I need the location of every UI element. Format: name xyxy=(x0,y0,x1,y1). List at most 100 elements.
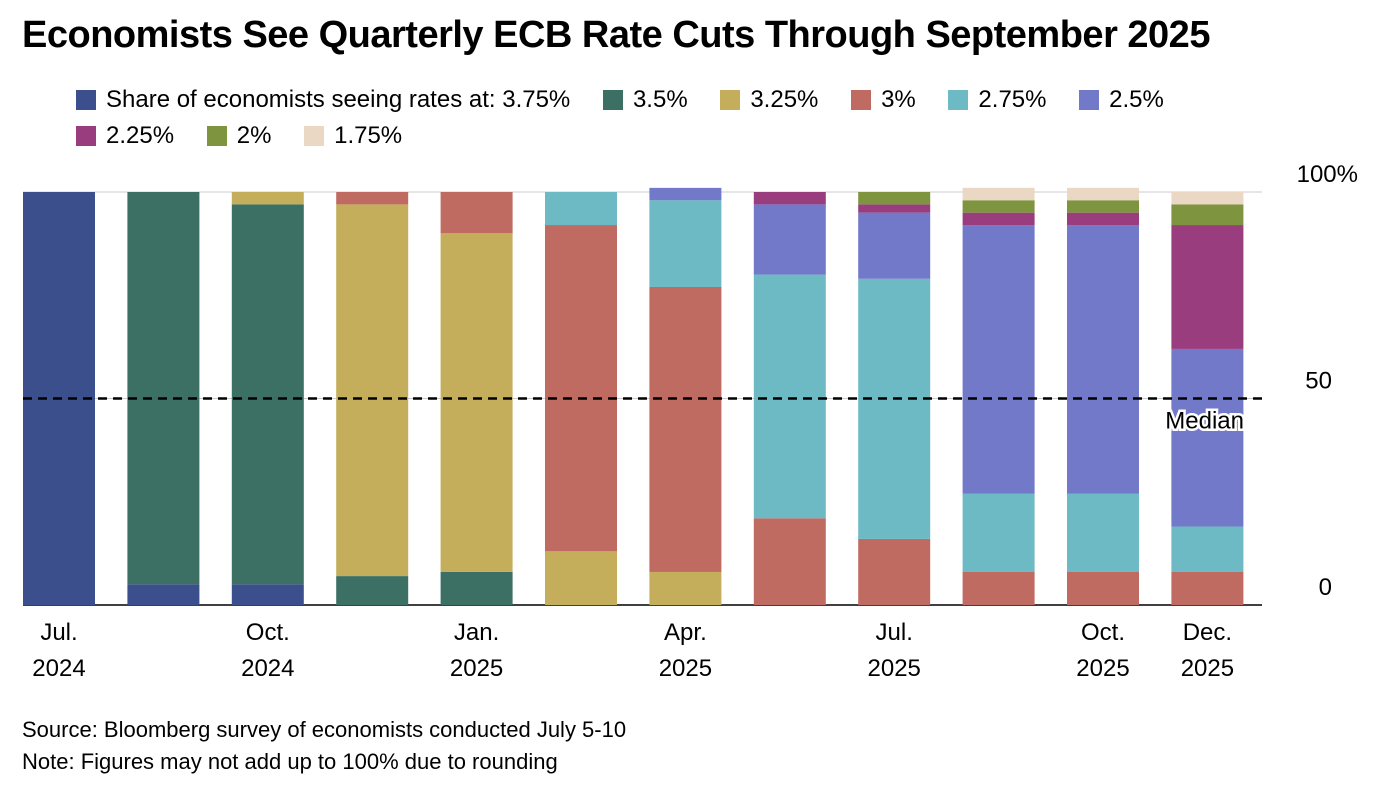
bar-segment xyxy=(1171,571,1244,605)
bar-stack xyxy=(1067,187,1139,605)
labels-layer: 0 50 100% Jul. 2024 Oct. 2024 Jan. 2025 Apr. 2025 J… xyxy=(32,161,1358,682)
x-tick-label: 2025 xyxy=(1076,655,1129,682)
legend-label: 2% xyxy=(236,122,272,149)
legend-swatch xyxy=(720,90,741,110)
bar-segment xyxy=(545,192,617,226)
x-tick-label: 2024 xyxy=(32,655,85,682)
legend-label: 3.25% xyxy=(750,86,819,113)
y-tick-label: 100% xyxy=(1297,161,1358,188)
x-tick-label: Jul. xyxy=(876,619,913,646)
legend-swatch xyxy=(948,90,969,110)
legend: Share of economists seeing rates at: 3.7… xyxy=(76,82,1336,154)
legend-row: 2.25% 2% 1.75% xyxy=(76,118,1336,154)
chart-title: Economists See Quarterly ECB Rate Cuts T… xyxy=(22,14,1210,56)
legend-swatch xyxy=(304,126,325,146)
bar-segment xyxy=(336,576,409,605)
x-tick-label: Apr. xyxy=(664,619,707,646)
bar-segment xyxy=(858,192,931,205)
bar-segment xyxy=(962,187,1035,201)
x-tick-label: Oct. xyxy=(1081,619,1125,646)
x-tick-label: 2024 xyxy=(241,655,294,682)
bar-segment xyxy=(545,551,617,605)
bar-segment xyxy=(649,187,722,201)
bar-segment xyxy=(231,204,304,585)
legend-item-3-25: 3.25% xyxy=(720,82,818,118)
legend-swatch xyxy=(851,90,872,110)
bar-segment xyxy=(1171,526,1244,572)
bar-stack xyxy=(858,192,931,605)
bar-segment xyxy=(440,192,513,234)
bar-segment xyxy=(1171,348,1244,527)
legend-item-2-75: 2.75% xyxy=(948,82,1046,118)
rounding-note: Note: Figures may not add up to 100% due… xyxy=(22,749,558,774)
bar-stack xyxy=(649,187,722,605)
legend-swatch xyxy=(602,90,623,110)
x-tick-label: 2025 xyxy=(868,655,921,682)
bar-segment xyxy=(1067,571,1139,605)
bar-segment xyxy=(1171,225,1244,349)
y-tick-label: 50 xyxy=(1305,368,1332,395)
bar-segment xyxy=(1067,200,1139,213)
bar-stack xyxy=(753,192,826,605)
legend-item-3: 3% xyxy=(851,82,916,118)
legend-label: 2.25% xyxy=(106,122,175,149)
bar-segment xyxy=(1067,212,1139,226)
legend-label: 2.75% xyxy=(978,86,1047,113)
legend-swatch xyxy=(206,126,227,146)
bar-segment xyxy=(336,192,409,205)
bar-segment xyxy=(858,204,931,213)
x-tick-label: 2025 xyxy=(659,655,712,682)
bar-segment xyxy=(962,571,1035,605)
legend-item-3-75: Share of economists seeing rates at: 3.7… xyxy=(76,82,570,118)
bar-stack xyxy=(231,192,304,605)
bar-segment xyxy=(127,584,200,605)
bar-segment xyxy=(231,584,304,605)
bar-segment xyxy=(962,493,1035,572)
legend-item-2: 2% xyxy=(206,118,272,154)
footer: Source: Bloomberg survey of economists c… xyxy=(22,714,626,778)
bar-segment xyxy=(649,286,722,572)
legend-prefix: Share of economists seeing rates at: xyxy=(106,86,496,113)
bar-segment xyxy=(1067,225,1139,494)
bar-stack xyxy=(336,192,409,605)
bar-segment xyxy=(753,192,826,205)
legend-label: 1.75% xyxy=(334,122,403,149)
bar-stack xyxy=(545,192,617,605)
bar-segment xyxy=(753,274,826,519)
legend-label: 2.5% xyxy=(1109,86,1164,113)
median-label: Median xyxy=(1165,408,1244,435)
stacked-bar-chart: Median 0 50 100% Jul. 2024 Oct. 2024 Jan. 2025 Ap… xyxy=(23,161,1358,682)
bar-segment xyxy=(440,233,513,572)
x-tick-label: 2025 xyxy=(450,655,503,682)
bar-stack xyxy=(440,192,513,605)
legend-item-2-5: 2.5% xyxy=(1079,82,1164,118)
bar-segment xyxy=(753,518,826,605)
bar-segment xyxy=(1067,493,1139,572)
bar-stack xyxy=(1171,192,1244,605)
bar-segment xyxy=(962,200,1035,213)
legend-label: 3.5% xyxy=(632,86,688,113)
bar-segment xyxy=(649,200,722,287)
bar-segment xyxy=(858,212,931,279)
bar-stack xyxy=(962,187,1035,605)
bar-stack xyxy=(127,192,200,605)
bar-segment xyxy=(127,192,200,585)
bars-layer xyxy=(23,187,1244,605)
x-tick-label: Jul. xyxy=(40,619,77,646)
bar-segment xyxy=(336,204,409,577)
bar-segment xyxy=(1067,187,1139,201)
bar-segment xyxy=(1171,204,1244,226)
bar-segment xyxy=(962,225,1035,494)
legend-item-2-25: 2.25% xyxy=(76,118,174,154)
bar-segment xyxy=(858,538,931,605)
legend-swatch xyxy=(76,90,96,110)
bar-segment xyxy=(545,225,617,552)
source-note: Source: Bloomberg survey of economists c… xyxy=(22,717,627,742)
x-tick-label: Jan. xyxy=(454,619,499,646)
legend-row: Share of economists seeing rates at: 3.7… xyxy=(76,82,1336,118)
y-tick-label: 0 xyxy=(1319,574,1332,601)
x-tick-label: Dec. xyxy=(1183,619,1232,646)
bar-segment xyxy=(231,192,304,205)
bar-segment xyxy=(440,571,513,605)
bar-segment xyxy=(962,212,1035,226)
